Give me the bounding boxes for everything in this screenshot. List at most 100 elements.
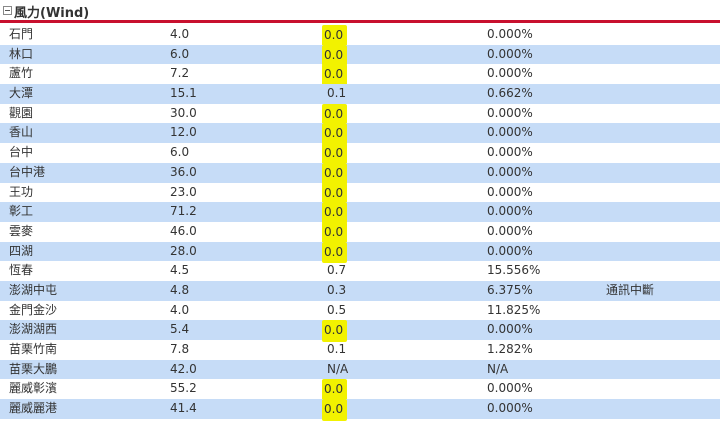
station-name: 台中 bbox=[9, 145, 34, 160]
utilization-percent: 0.000% bbox=[487, 125, 533, 140]
generation-value: 0.0 bbox=[322, 143, 348, 165]
capacity-value: 7.8 bbox=[170, 342, 190, 356]
utilization-percent: 0.662% bbox=[487, 86, 533, 101]
utilization-percent: 0.000% bbox=[487, 243, 533, 258]
generation-value: 0.0 bbox=[322, 64, 348, 87]
station-name: 石門 bbox=[9, 27, 34, 41]
generation-value: 0.7 bbox=[327, 263, 347, 278]
table-row: 蘆竹 7.2 0.0 0.000% bbox=[0, 64, 720, 87]
utilization-percent: 0.000% bbox=[487, 401, 533, 416]
utilization-percent: 0.000% bbox=[487, 322, 533, 337]
capacity-value: 55.2 bbox=[170, 381, 197, 396]
wind-section-header[interactable]: 風力(Wind) bbox=[0, 0, 720, 23]
capacity-value: 5.4 bbox=[170, 322, 190, 337]
capacity-value: 4.5 bbox=[170, 263, 190, 278]
capacity-value: 12.0 bbox=[170, 125, 197, 140]
utilization-percent: 0.000% bbox=[487, 66, 533, 81]
table-row: 台中 6.0 0.0 0.000% bbox=[0, 143, 720, 165]
station-name: 恆春 bbox=[9, 263, 34, 278]
collapse-minus-icon[interactable] bbox=[3, 6, 12, 15]
generation-value: 0.0 bbox=[322, 162, 348, 185]
utilization-percent: 0.000% bbox=[487, 184, 533, 199]
table-row: 苗栗竹南 7.8 0.1 1.282% bbox=[0, 340, 720, 360]
table-row: 大潭 15.1 0.1 0.662% bbox=[0, 84, 720, 104]
table-row: 台中港 36.0 0.0 0.000% bbox=[0, 162, 720, 185]
table-row: 金門金沙 4.0 0.5 11.825% bbox=[0, 301, 720, 321]
station-name: 澎湖中屯 bbox=[9, 282, 58, 297]
utilization-percent: 0.000% bbox=[487, 164, 533, 179]
utilization-percent: 0.000% bbox=[487, 204, 533, 219]
table-row: 恆春 4.5 0.7 15.556% bbox=[0, 261, 720, 281]
station-name: 金門金沙 bbox=[9, 302, 58, 317]
capacity-value: 46.0 bbox=[170, 223, 197, 238]
capacity-value: 28.0 bbox=[170, 243, 197, 258]
station-name: 四湖 bbox=[9, 243, 34, 258]
capacity-value: 15.1 bbox=[170, 86, 197, 101]
table-row: 王功 23.0 0.0 0.000% bbox=[0, 182, 720, 205]
generation-value: 0.0 bbox=[322, 241, 348, 264]
generation-value: 0.0 bbox=[322, 202, 348, 224]
generation-value: 0.0 bbox=[322, 379, 348, 402]
utilization-percent: 0.000% bbox=[487, 381, 533, 396]
capacity-value: 36.0 bbox=[170, 164, 197, 179]
utilization-percent: 0.000% bbox=[487, 145, 533, 160]
table-row: 麗威彰濱 55.2 0.0 0.000% bbox=[0, 379, 720, 402]
table-row: 雲麥 46.0 0.0 0.000% bbox=[0, 221, 720, 244]
station-name: 王功 bbox=[9, 184, 34, 199]
utilization-percent: 11.825% bbox=[487, 302, 541, 317]
generation-value: 0.5 bbox=[327, 302, 347, 317]
utilization-percent: 15.556% bbox=[487, 263, 541, 278]
generation-value: 0.0 bbox=[322, 182, 348, 205]
generation-value: 0.0 bbox=[322, 103, 348, 126]
station-name: 苗栗竹南 bbox=[9, 342, 58, 356]
generation-value: 0.0 bbox=[322, 123, 348, 146]
table-row: 四湖 28.0 0.0 0.000% bbox=[0, 241, 720, 264]
station-name: 麗威彰濱 bbox=[9, 381, 58, 396]
table-row: 林口 6.0 0.0 0.000% bbox=[0, 44, 720, 67]
generation-value: 0.1 bbox=[327, 342, 347, 356]
table-row: 觀園 30.0 0.0 0.000% bbox=[0, 103, 720, 126]
station-name: 台中港 bbox=[9, 164, 46, 179]
generation-value: 0.1 bbox=[327, 86, 347, 101]
utilization-percent: 0.000% bbox=[487, 223, 533, 238]
utilization-percent: 0.000% bbox=[487, 27, 533, 41]
utilization-percent: 0.000% bbox=[487, 105, 533, 120]
capacity-value: 4.0 bbox=[170, 302, 190, 317]
station-name: 苗栗大鵬 bbox=[9, 361, 58, 376]
capacity-value: 6.0 bbox=[170, 46, 190, 61]
station-name: 麗威麗港 bbox=[9, 401, 58, 416]
table-row: 澎湖湖西 5.4 0.0 0.000% bbox=[0, 320, 720, 343]
station-name: 蘆竹 bbox=[9, 66, 34, 81]
generation-value: 0.0 bbox=[322, 320, 348, 343]
generation-value: N/A bbox=[327, 361, 349, 376]
generation-value: 0.0 bbox=[322, 221, 348, 244]
utilization-percent: 1.282% bbox=[487, 342, 533, 356]
table-row: 澎湖中屯 4.8 0.3 6.375% 通訊中斷 bbox=[0, 280, 720, 301]
station-name: 香山 bbox=[9, 125, 34, 140]
station-name: 林口 bbox=[9, 46, 34, 61]
generation-value: 0.0 bbox=[322, 44, 348, 67]
station-name: 觀園 bbox=[9, 105, 34, 120]
capacity-value: 42.0 bbox=[170, 361, 197, 376]
capacity-value: 4.0 bbox=[170, 27, 190, 41]
station-name: 彰工 bbox=[9, 204, 34, 219]
station-name: 澎湖湖西 bbox=[9, 322, 58, 337]
status-note: 通訊中斷 bbox=[606, 282, 655, 297]
capacity-value: 7.2 bbox=[170, 66, 190, 81]
table-row: 彰工 71.2 0.0 0.000% bbox=[0, 202, 720, 224]
section-title: 風力(Wind) bbox=[14, 6, 90, 21]
generation-value: 0.0 bbox=[322, 25, 348, 47]
capacity-value: 23.0 bbox=[170, 184, 197, 199]
generation-value: 0.3 bbox=[327, 282, 347, 297]
capacity-value: 6.0 bbox=[170, 145, 190, 160]
station-name: 大潭 bbox=[9, 86, 34, 101]
utilization-percent: 6.375% bbox=[487, 282, 533, 297]
table-row: 麗威麗港 41.4 0.0 0.000% bbox=[0, 399, 720, 421]
wind-station-table: 石門 4.0 0.0 0.000% 林口 6.0 0.0 0.000% 蘆竹 7.2 0.0 0.00… bbox=[0, 25, 720, 421]
utilization-percent: 0.000% bbox=[487, 46, 533, 61]
table-row: 香山 12.0 0.0 0.000% bbox=[0, 123, 720, 146]
capacity-value: 30.0 bbox=[170, 105, 197, 120]
capacity-value: 41.4 bbox=[170, 401, 197, 416]
table-row: 苗栗大鵬 42.0 N/A N/A bbox=[0, 359, 720, 380]
utilization-percent: N/A bbox=[487, 361, 509, 376]
